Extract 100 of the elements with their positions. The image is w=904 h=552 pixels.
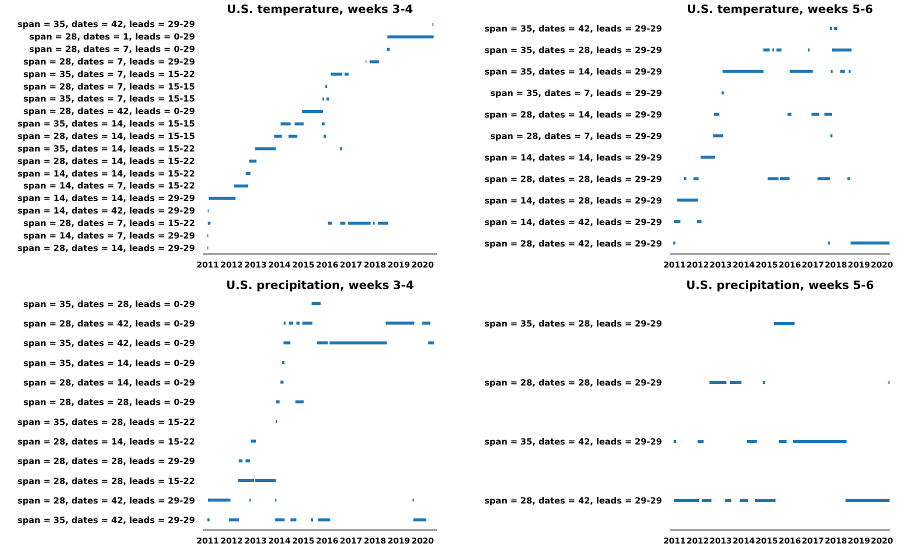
y-tick-label: span = 14, dates = 28, leads = 29-29 [484,196,662,206]
y-tick-label: span = 35, dates = 42, leads = 29-29 [484,24,662,35]
bar [793,440,847,443]
y-tick-label: span = 35, dates = 14, leads = 29-29 [484,68,662,78]
y-tick-label: span = 28, dates = 28, leads = 29-29 [484,378,662,388]
x-tick-label: 2012 [220,260,243,270]
x-tick-label: 2016 [778,536,802,546]
y-tick-label: span = 28, dates = 14, leads = 15-22 [17,156,196,167]
x-tick-label: 2020 [870,260,894,270]
bar [722,70,764,73]
bar [730,381,742,384]
bar [696,220,702,224]
y-tick-label: span = 28, dates = 7, leads = 15-15 [23,82,196,92]
y-tick-label: span = 14, dates = 7, leads = 15-22 [23,182,196,192]
y-tick-label: span = 35, dates = 7, leads = 29-29 [490,89,662,100]
bar [709,381,726,384]
bar [422,322,430,325]
bar [787,112,792,116]
x-tick-label: 2019 [388,260,410,270]
x-tick-label: 2018 [824,260,848,270]
bar [288,134,298,138]
y-tick-label: span = 28, dates = 14, leads = 15-15 [17,132,196,142]
bar [274,134,282,138]
bar [790,70,813,73]
bar [288,322,294,325]
x-tick-label: 2012 [220,536,243,546]
x-tick-label: 2011 [196,260,220,270]
x-tick-label: 2011 [663,260,686,270]
x-tick-label: 2016 [316,536,339,546]
y-tick-label: span = 14, dates = 42, leads = 29-29 [17,206,196,217]
x-tick-label: 2018 [364,260,386,270]
x-tick-label: 2017 [340,536,362,546]
x-tick-label: 2014 [732,260,756,270]
bar [413,518,426,522]
x-tick-label: 2018 [824,536,848,546]
bar [386,322,414,325]
bar [275,518,285,522]
y-tick-label: span = 28, dates = 7, leads = 15-22 [23,218,196,229]
bar [348,222,371,225]
bar [677,198,698,202]
bar [283,341,290,344]
bar [295,400,304,404]
x-tick-label: 2011 [663,536,686,546]
y-tick-label: span = 35, dates = 7, leads = 15-22 [23,70,196,80]
x-tick-label: 2015 [292,536,315,546]
y-tick-label: span = 35, dates = 42, leads = 0-29 [23,339,196,350]
y-tick-label: span = 35, dates = 42, leads = 29-29 [484,438,662,448]
y-tick-label: span = 28, dates = 42, leads = 29-29 [484,496,662,506]
bar [340,222,346,225]
bar [763,48,770,52]
bar [847,177,850,180]
bar [310,518,314,522]
bar [280,122,291,126]
bar [693,177,699,180]
bar [746,440,757,443]
y-tick-label: span = 28, dates = 1, leads = 0-29 [29,32,196,43]
y-tick-label: span = 35, dates = 14, leads = 15-15 [17,120,196,130]
bar [698,440,704,443]
y-tick-label: span = 28, dates = 14, leads = 0-29 [23,378,196,388]
y-tick-label: span = 28, dates = 14, leads = 15-22 [17,438,196,448]
bar [326,98,330,101]
bar [328,222,332,225]
bar [255,147,276,150]
bar [824,112,832,116]
bar [330,72,342,76]
bar [208,196,236,200]
x-tick-label: 2015 [756,260,778,270]
bar [318,518,330,522]
x-tick-label: 2017 [802,536,824,546]
x-tick-label: 2013 [710,536,732,546]
y-tick-label: span = 35, dates = 42, leads = 29-29 [17,516,196,526]
x-tick-label: 2013 [244,536,267,546]
x-tick-label: 2020 [870,536,894,546]
x-tick-label: 2012 [686,260,709,270]
bar [294,122,304,126]
bar [208,222,210,225]
y-tick-label: span = 14, dates = 42, leads = 29-29 [484,218,662,228]
y-tick-label: span = 28, dates = 14, leads = 29-29 [484,110,662,121]
x-tick-label: 2014 [268,536,291,546]
bar [832,48,852,52]
bar [208,498,230,502]
bar [302,110,324,113]
y-tick-label: span = 28, dates = 7, leads = 29-29 [23,57,196,68]
y-tick-label: span = 28, dates = 7, leads = 0-29 [29,45,196,56]
bar [778,440,787,443]
bar [250,440,256,443]
x-tick-label: 2017 [340,260,362,270]
x-tick-label: 2020 [412,260,434,270]
x-tick-label: 2015 [756,536,778,546]
bar [840,70,845,73]
bar [674,220,680,224]
y-tick-label: span = 35, dates = 7, leads = 15-15 [23,94,196,105]
x-tick-label: 2016 [316,260,339,270]
x-tick-label: 2017 [802,260,824,270]
x-tick-label: 2011 [196,536,220,546]
y-tick-label: span = 35, dates = 14, leads = 15-22 [17,144,196,154]
bar [246,459,250,462]
x-tick-label: 2014 [268,260,291,270]
bar [846,499,890,502]
x-tick-label: 2013 [244,260,267,270]
